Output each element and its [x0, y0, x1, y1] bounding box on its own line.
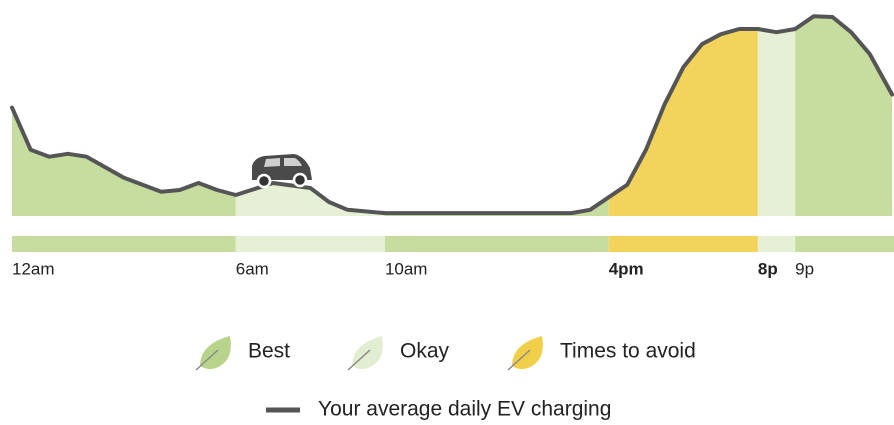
legend-item: Okay [347, 336, 450, 371]
band-area [608, 29, 758, 216]
legend-item: Times to avoid [507, 336, 696, 371]
band-area [12, 107, 236, 216]
foreground: 12am 6am 10am 4pm 8p 9p Best Okay Times to avoid… [12, 259, 814, 420]
band-area [795, 16, 893, 216]
band-strip [12, 236, 236, 252]
band-strip [384, 236, 609, 252]
band-area [757, 29, 796, 216]
legend-label: Okay [400, 340, 450, 363]
legend-leaf-stem [195, 349, 219, 371]
band-area [235, 183, 385, 216]
line [10, 14, 894, 216]
lines [10, 14, 894, 216]
legend-item: Best [195, 336, 290, 371]
legend-leaf-stem [507, 349, 531, 371]
legend-label: Your average daily EV charging [318, 398, 611, 421]
x-tick-label: 12am [12, 259, 55, 278]
band-strip [795, 236, 894, 252]
band-strip [757, 236, 796, 252]
x-tick-label: 4pm [609, 259, 644, 278]
x-tick-label: 9p [795, 259, 814, 278]
legend-leaf-stem [347, 349, 371, 371]
band-strip [608, 236, 758, 252]
areas [12, 16, 894, 252]
x-tick-label: 6am [236, 259, 269, 278]
x-tick-label: 10am [385, 259, 428, 278]
car-icon [252, 154, 312, 189]
legend-label: Times to avoid [560, 340, 696, 363]
band-strip [235, 236, 385, 252]
legend-label: Best [248, 340, 290, 363]
x-tick-label: 8p [758, 259, 778, 278]
